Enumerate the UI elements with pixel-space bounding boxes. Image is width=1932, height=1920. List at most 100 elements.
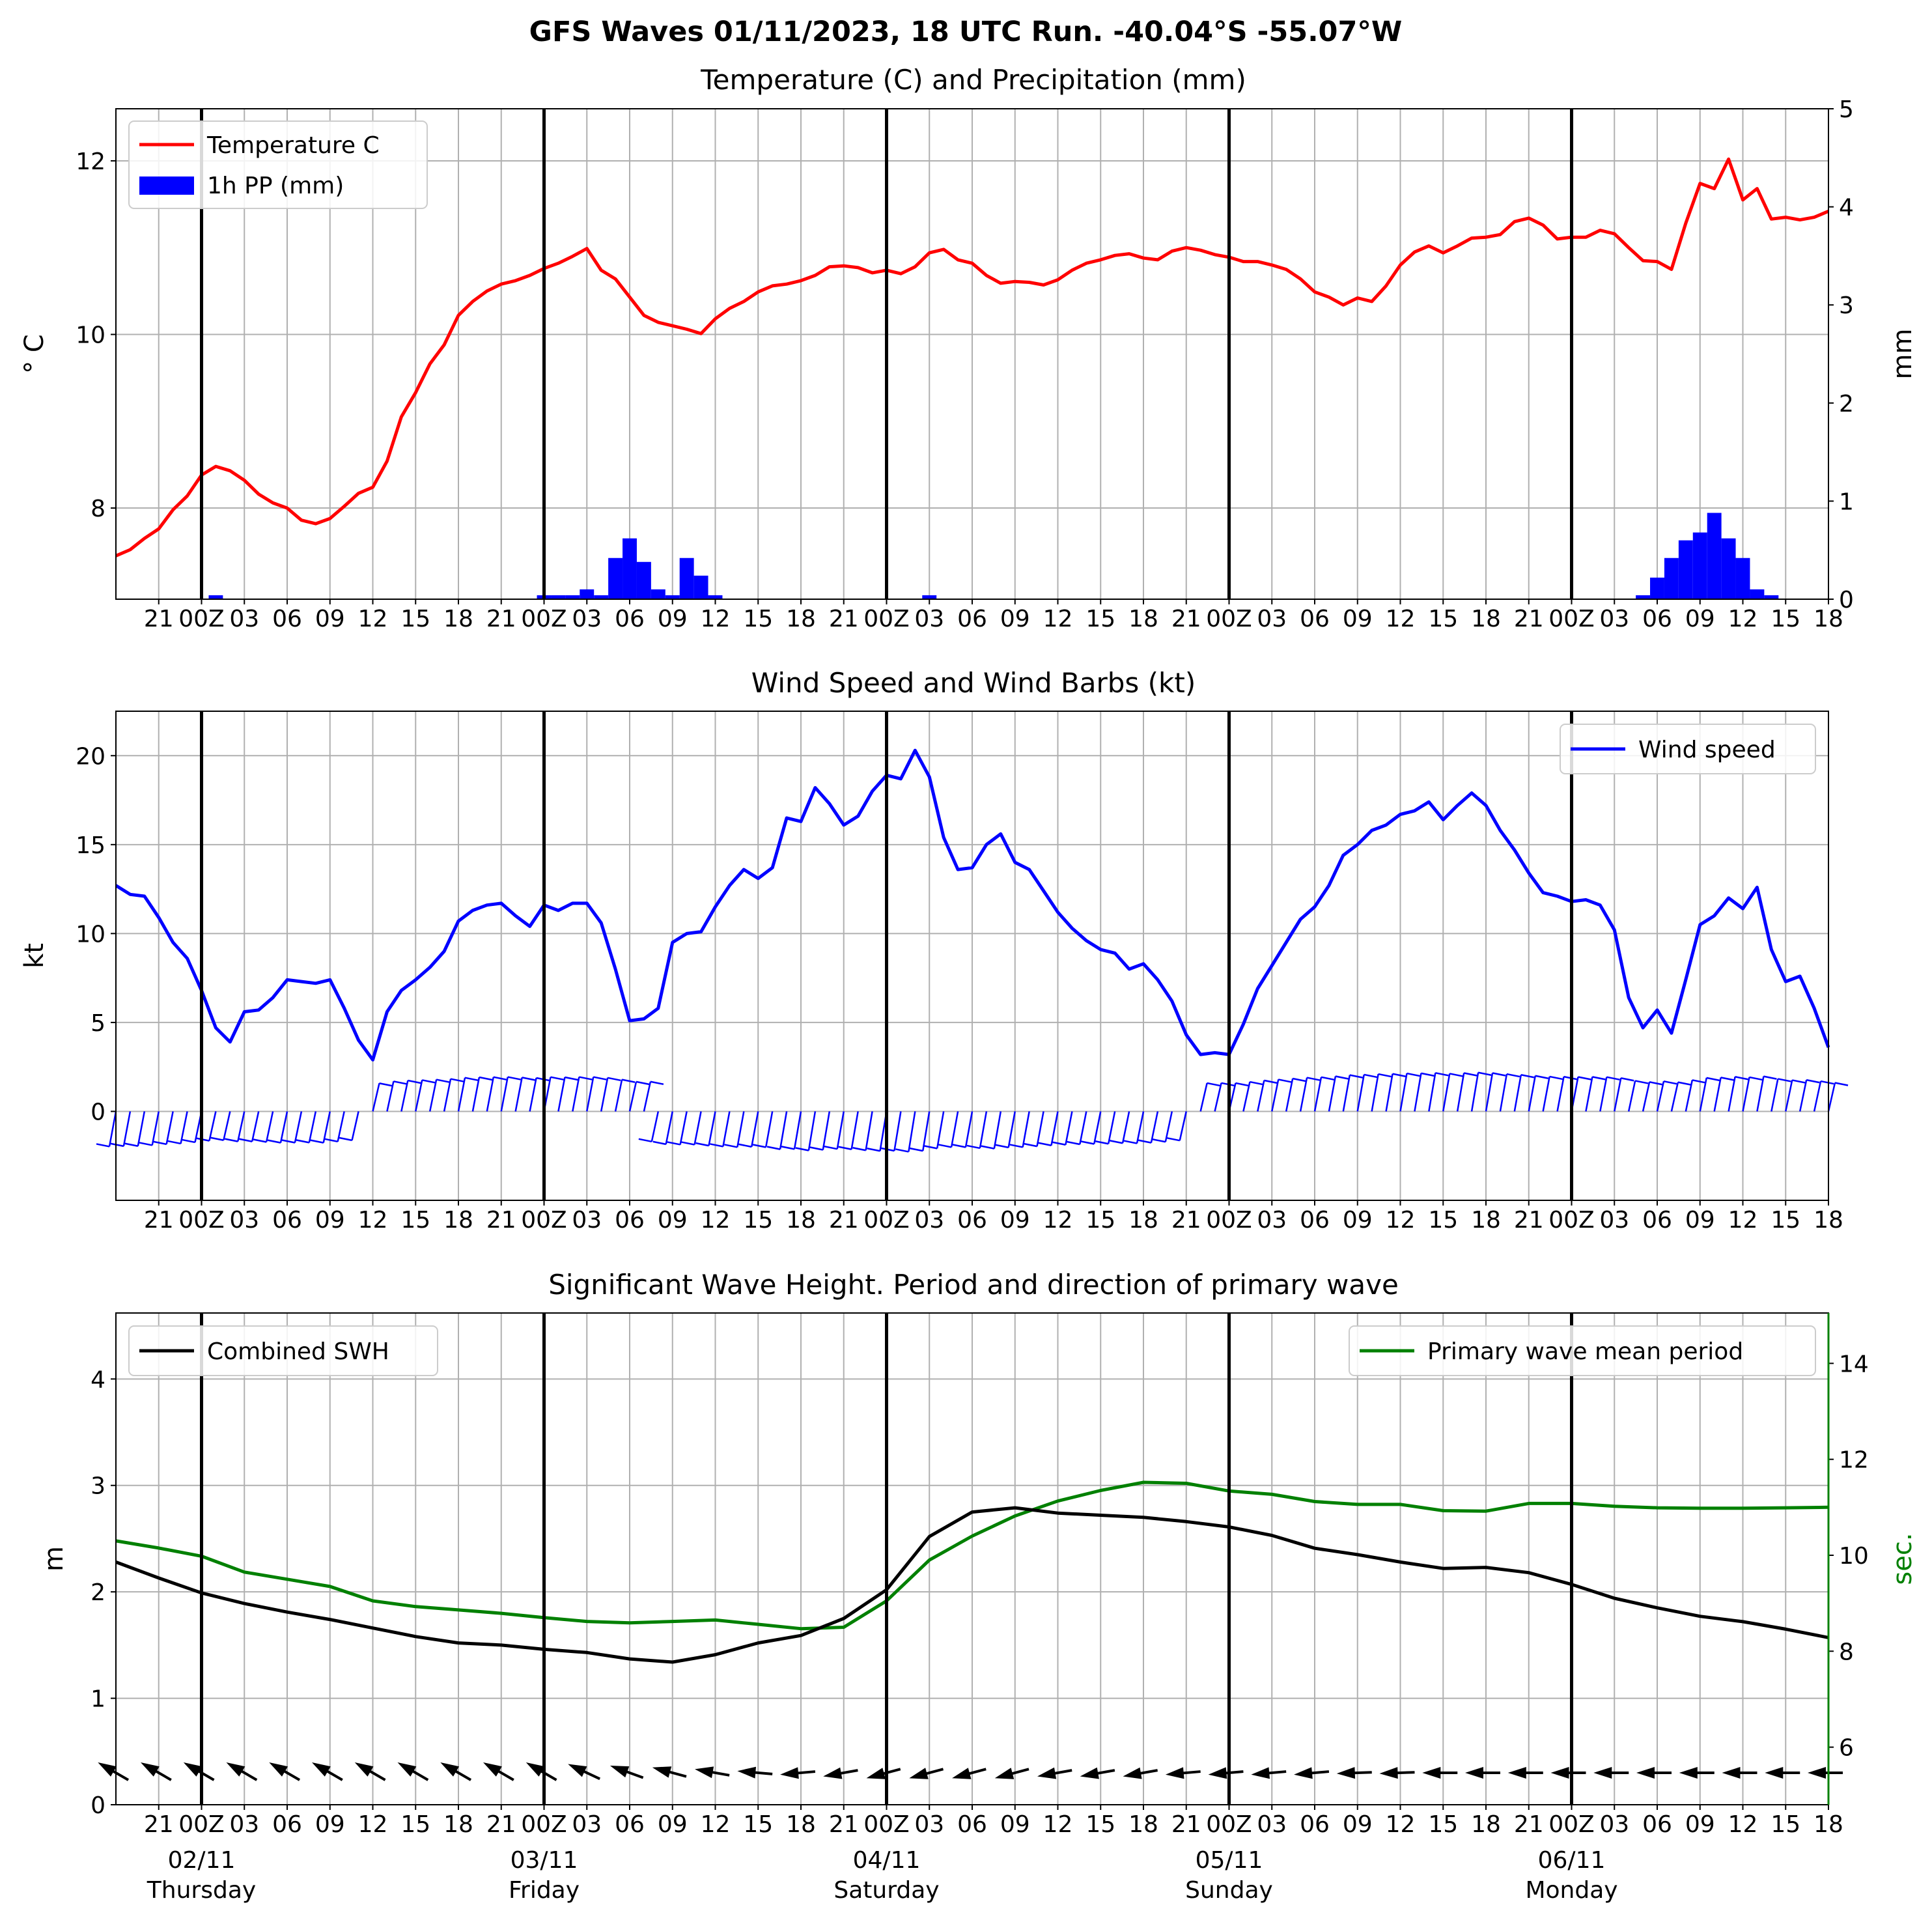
wind-barb-flag (1449, 1073, 1463, 1077)
y-tick-label: 15 (76, 832, 105, 859)
x-tick-label: 21 (486, 606, 516, 632)
legend-label: Primary wave mean period (1427, 1338, 1743, 1365)
wind-barb-flag (1250, 1080, 1263, 1086)
x-tick-label: 12 (358, 606, 388, 632)
wind-barb-flag (1421, 1072, 1435, 1077)
wind-barb-staff (836, 1111, 845, 1150)
y2-tick-label: 4 (1839, 195, 1854, 221)
panel-title: Wind Speed and Wind Barbs (kt) (751, 667, 1196, 699)
wind-barb-staff (1257, 1080, 1265, 1112)
x-tick-label: 21 (486, 1207, 516, 1234)
wind-barb-staff (308, 1111, 317, 1143)
wind-barb-staff (322, 1111, 331, 1143)
wind-barb-staff (964, 1111, 973, 1148)
legend-label: Temperature C (206, 132, 380, 159)
wind-barb-staff (1485, 1073, 1494, 1112)
x-tick-label: 21 (1171, 606, 1201, 632)
wind-barb-flag (1606, 1076, 1620, 1080)
wind-barb-flag (464, 1077, 479, 1081)
precip-bar (565, 595, 580, 599)
wind-barb-staff (693, 1111, 702, 1145)
wind-barb-staff (651, 1111, 660, 1142)
y-tick-label: 4 (91, 1366, 105, 1393)
wind-barb-staff (1399, 1073, 1408, 1112)
wind-barb-flag (895, 1148, 909, 1153)
x-tick-label: 03 (914, 1207, 944, 1234)
wind-barb-flag (1264, 1079, 1278, 1084)
x-tick-label: 06 (272, 1811, 302, 1838)
wind-barb-staff (415, 1080, 423, 1112)
x-tick-label: 15 (400, 1207, 430, 1234)
wind-barb-flag (852, 1147, 866, 1151)
wave-direction-arrowhead (1294, 1767, 1313, 1779)
x-tick-label: 06 (1300, 1207, 1330, 1234)
x-tick-label: 03 (1599, 606, 1629, 632)
wave-direction-arrowhead (98, 1762, 117, 1777)
wind-barb-staff (1121, 1111, 1130, 1144)
wave-direction-arrowhead (909, 1768, 929, 1779)
wind-barb-flag (1024, 1142, 1037, 1148)
wind-barb-staff (1285, 1078, 1294, 1112)
legend-swatch-precip (139, 176, 194, 195)
x-tick-label: 00Z (1206, 1207, 1252, 1234)
x-tick-label: 12 (1386, 606, 1416, 632)
wind-barb-staff (151, 1111, 160, 1146)
wind-barb-staff (1179, 1111, 1187, 1141)
legend: Combined SWH Primary wave mean period (128, 1325, 1816, 1376)
precip-bar (708, 595, 723, 599)
x-tick-label: 09 (1000, 606, 1030, 632)
wind-barb-staff (1699, 1077, 1707, 1112)
x-tick-label: 15 (1085, 606, 1115, 632)
wind-speed-line (115, 748, 1830, 1062)
x-tick-label: 06 (1300, 606, 1330, 632)
wind-barb-staff (665, 1111, 673, 1145)
wind-barb-flag (379, 1082, 393, 1087)
wind-barb-staff (471, 1077, 481, 1112)
x-tick-label: 12 (1386, 1811, 1416, 1838)
wind-barb-staff (1442, 1073, 1451, 1112)
wind-barb-staff (764, 1111, 774, 1148)
x-tick-label: 21 (1514, 606, 1544, 632)
precip-bar (1692, 532, 1707, 599)
wave-direction-arrowhead (1465, 1767, 1483, 1779)
y-tick-label: 0 (91, 1792, 105, 1819)
x-tick-label: 12 (1043, 606, 1073, 632)
wind-barb-staff (1007, 1111, 1016, 1148)
precip-bar (1750, 589, 1765, 599)
axes: 21 00Z 03 06 09 12 15 18 21 00Z 03 06 09 12 15 18 21 00Z 0… (20, 96, 1918, 632)
y-tick-label: 8 (91, 496, 105, 522)
day-labels: 02/11 Thursday 03/11 Friday 04/11 Saturday 05/… (147, 1847, 1618, 1904)
wind-barb-flag (738, 1143, 752, 1148)
wind-barb-staff (1642, 1082, 1651, 1112)
x-tick-label: 18 (1128, 606, 1158, 632)
precip-bar (551, 595, 566, 599)
wind-barb-flag (1138, 1139, 1152, 1144)
wind-barb-flag (1166, 1136, 1180, 1142)
y-tick-label: 20 (76, 743, 105, 770)
x-tick-label: 18 (1813, 606, 1843, 632)
wind-barb-staff (865, 1111, 873, 1151)
x-tick-label: 03 (914, 1811, 944, 1838)
x-tick-label: 03 (572, 1207, 602, 1234)
wind-barb-flag (1792, 1079, 1806, 1084)
wind-barb-staff (1328, 1076, 1337, 1112)
wave-direction-arrowhead (1336, 1767, 1356, 1779)
x-tick-label: 18 (1813, 1811, 1843, 1838)
wind-barb-flag (1081, 1140, 1095, 1145)
wave-direction-arrowhead (1679, 1767, 1698, 1779)
x-tick-label: 15 (1771, 1207, 1800, 1234)
x-tick-label: 18 (443, 1207, 473, 1234)
wave-direction-arrowhead (397, 1762, 417, 1777)
wave-direction-arrowhead (1422, 1767, 1441, 1779)
panel-title: Temperature (C) and Precipitation (mm) (700, 64, 1246, 96)
x-tick-label: 12 (1728, 606, 1758, 632)
wave-direction-arrowhead (525, 1762, 545, 1777)
wave-direction-arrowhead (1722, 1767, 1741, 1779)
y-tick-label: 3 (91, 1473, 105, 1500)
x-tick-label: 09 (1343, 1207, 1373, 1234)
precip-bar (651, 589, 665, 599)
precip-bar (1678, 540, 1693, 599)
wave-direction-arrowhead (652, 1766, 672, 1778)
wind-panel: Wind Speed and Wind Barbs (kt) 21 00Z 03 06… (20, 667, 1849, 1234)
x-tick-label: 09 (1000, 1207, 1030, 1234)
